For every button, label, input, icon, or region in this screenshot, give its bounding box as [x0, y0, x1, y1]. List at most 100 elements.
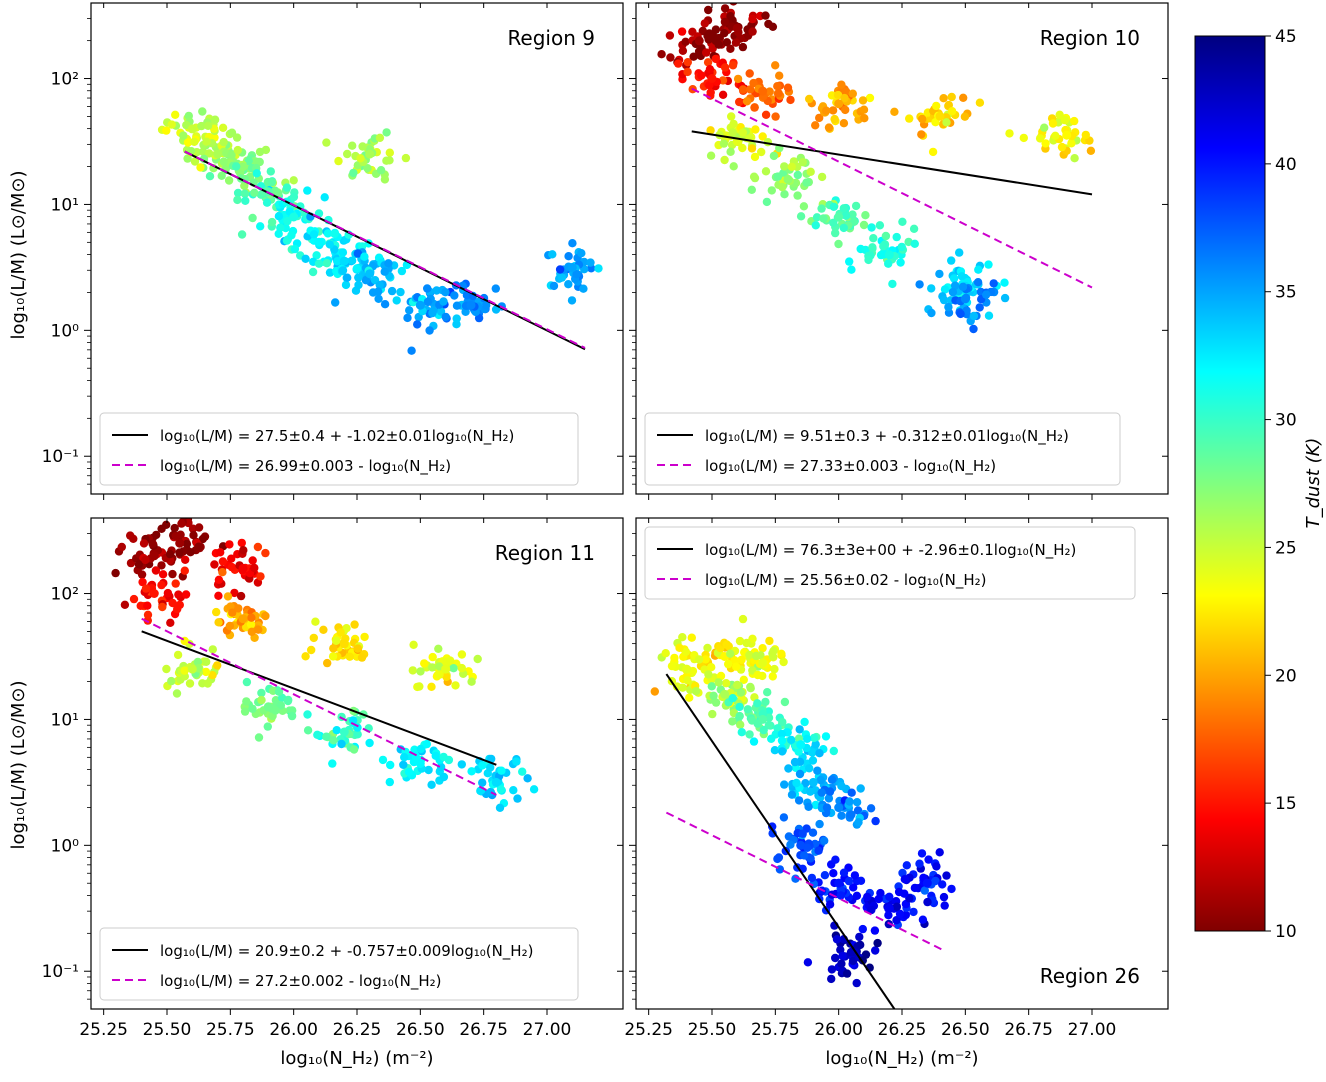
scatter-point: [784, 764, 793, 773]
scatter-point: [336, 628, 345, 637]
scatter-point: [354, 273, 363, 282]
scatter-point: [271, 706, 280, 715]
scatter-point: [339, 256, 349, 266]
scatter-point: [827, 965, 837, 974]
scatter-point: [786, 95, 795, 105]
scatter-point: [742, 638, 751, 648]
scatter-point: [213, 149, 223, 159]
scatter-point: [416, 667, 425, 676]
scatter-point: [737, 728, 746, 737]
y-tick-label: 10⁻¹: [42, 447, 79, 467]
scatter-point: [697, 71, 706, 80]
x-tick-label: 25.25: [79, 1020, 128, 1040]
scatter-point: [732, 23, 742, 33]
scatter-point: [735, 702, 744, 712]
scatter-point: [884, 911, 893, 920]
scatter-point: [237, 230, 247, 239]
scatter-point: [253, 542, 263, 552]
scatter-point: [837, 781, 846, 791]
scatter-point: [173, 604, 182, 614]
y-axis-label: log₁₀(L/M) (L⊙/M⊙): [8, 680, 29, 849]
scatter-point: [765, 636, 774, 646]
scatter-point: [812, 213, 822, 222]
scatter-point: [947, 256, 956, 265]
scatter-point: [567, 296, 577, 305]
scatter-point: [824, 794, 834, 803]
scatter-point: [841, 211, 851, 220]
scatter-point: [969, 324, 978, 334]
scatter-point: [827, 775, 837, 784]
scatter-point: [331, 298, 340, 307]
scatter-point: [263, 702, 273, 712]
scatter-point: [143, 610, 153, 619]
scatter-point: [798, 158, 807, 167]
scatter-point: [917, 130, 926, 139]
scatter-point: [661, 649, 670, 658]
scatter-point: [451, 681, 460, 690]
scatter-point: [787, 162, 796, 171]
scatter-point: [869, 234, 878, 243]
scatter-point: [701, 655, 710, 664]
scatter-point: [242, 697, 251, 706]
scatter-point: [892, 902, 902, 911]
scatter-point: [780, 162, 789, 171]
scatter-point: [758, 658, 768, 668]
scatter-point: [167, 507, 175, 515]
scatter-point: [308, 267, 318, 277]
scatter-point: [181, 555, 190, 564]
scatter-point: [873, 938, 882, 948]
scatter-point: [738, 85, 748, 94]
x-tick-label: 26.75: [459, 1020, 508, 1040]
scatter-point: [705, 29, 714, 38]
scatter-point: [703, 643, 712, 653]
scatter-point: [568, 239, 577, 248]
scatter-point: [947, 92, 956, 102]
scatter-point: [374, 294, 383, 303]
scatter-point: [758, 86, 768, 96]
scatter-point: [425, 326, 434, 335]
scatter-point: [719, 139, 729, 148]
legend: log₁₀(L/M) = 20.9±0.2 + -0.757±0.009log₁…: [99, 927, 579, 1001]
scatter-point: [171, 579, 180, 588]
scatter-point: [811, 121, 820, 130]
scatter-point: [227, 150, 236, 160]
scatter-point: [213, 661, 222, 670]
scatter-point: [289, 176, 298, 185]
scatter-point: [396, 287, 405, 297]
scatter-point: [798, 829, 807, 838]
scatter-point: [896, 258, 905, 267]
scatter-point: [839, 868, 849, 877]
scatter-point: [837, 959, 846, 968]
scatter-point: [1067, 139, 1076, 148]
scatter-point: [183, 138, 193, 147]
scatter-point: [836, 891, 846, 900]
scatter-point: [162, 520, 171, 529]
scatter-point: [758, 714, 768, 724]
scatter-point: [474, 313, 484, 323]
scatter-point: [727, 112, 736, 121]
scatter-point: [753, 670, 762, 680]
scatter-point: [1005, 129, 1014, 138]
scatter-point: [170, 523, 179, 533]
scatter-point: [329, 644, 338, 653]
scatter-point: [428, 652, 437, 662]
scatter-point: [927, 284, 936, 293]
scatter-point: [738, 128, 747, 137]
scatter-point: [855, 932, 864, 942]
scatter-point: [256, 572, 265, 581]
scatter-point: [761, 697, 770, 707]
scatter-point: [415, 682, 424, 691]
scatter-point: [375, 280, 384, 290]
scatter-point: [650, 687, 659, 696]
x-axis-label: log₁₀(N_H₂) (m⁻²): [825, 1048, 978, 1069]
scatter-point: [822, 106, 831, 115]
scatter-point: [157, 580, 166, 590]
scatter-point: [811, 800, 820, 810]
scatter-point: [863, 892, 872, 902]
scatter-point: [736, 688, 746, 697]
scatter-point: [803, 843, 812, 852]
scatter-point: [218, 568, 227, 577]
scatter-point: [720, 4, 730, 13]
scatter-point: [224, 176, 234, 185]
scatter-point: [452, 301, 462, 310]
